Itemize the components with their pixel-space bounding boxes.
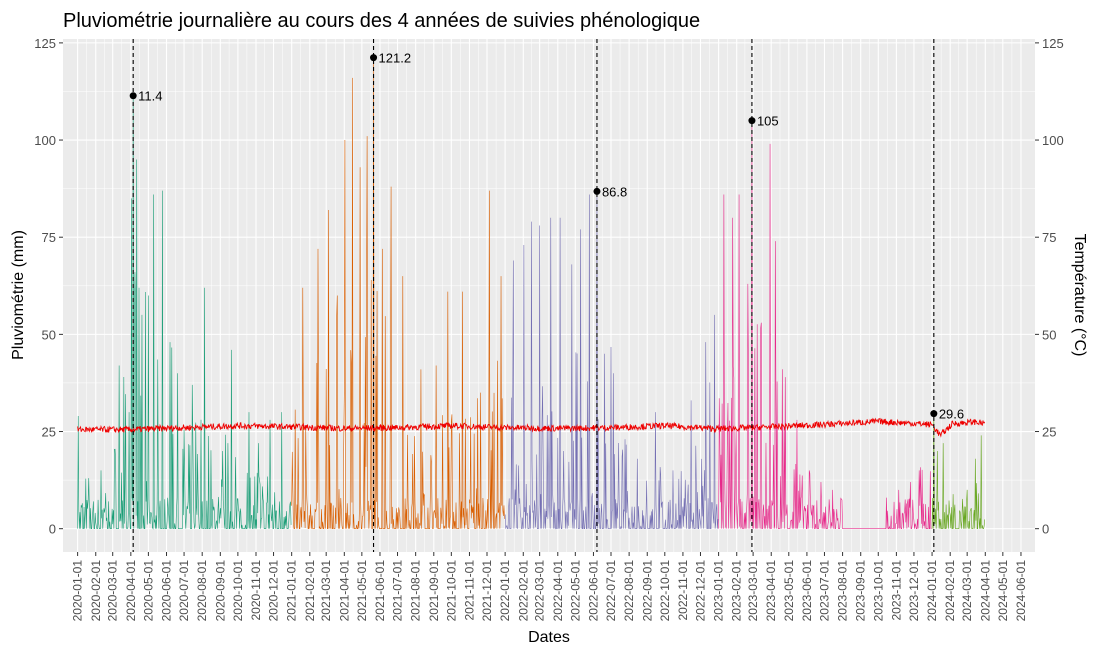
x-tick-label: 2022-09-01	[640, 560, 654, 622]
rainfall-line	[504, 191, 719, 530]
rainfall-line	[718, 120, 932, 530]
x-tick-label: 2020-12-01	[267, 560, 281, 622]
x-tick-label: 2020-02-01	[89, 560, 103, 622]
x-tick-label: 2020-10-01	[231, 560, 245, 622]
x-tick-label: 2023-11-01	[889, 560, 903, 621]
x-tick-label: 2022-04-01	[551, 560, 565, 622]
chart-title: Pluviométrie journalière au cours des 4 …	[63, 10, 700, 32]
x-tick-label: 2022-01-01	[498, 560, 512, 622]
rainfall-series	[77, 57, 985, 530]
x-tick-label: 2021-05-01	[355, 560, 369, 622]
y-tick-label: 125	[34, 36, 56, 51]
peak-point	[370, 54, 378, 62]
x-tick-label: 2021-07-01	[391, 560, 405, 622]
peak-label: 121.2	[379, 51, 412, 66]
x-tick-label: 2022-05-01	[568, 560, 582, 622]
peak-point	[748, 117, 756, 125]
x-tick-label: 2022-11-01	[676, 560, 690, 621]
y2-tick-label: 50	[1042, 327, 1056, 342]
x-tick-label: 2021-02-01	[303, 560, 317, 622]
x-tick-label: 2024-03-01	[960, 560, 974, 622]
x-tick-label: 2023-12-01	[907, 560, 921, 622]
temperature-line	[77, 417, 986, 438]
x-tick-label: 2023-05-01	[782, 560, 796, 622]
peak-point	[129, 92, 137, 100]
peak-label: 86.8	[602, 184, 627, 199]
x-tick-label: 2020-06-01	[160, 560, 174, 622]
y2-tick-label: 125	[1042, 36, 1064, 51]
y-tick-label: 75	[42, 230, 56, 245]
x-tick-label: 2022-08-01	[622, 560, 636, 622]
x-tick-label: 2020-08-01	[195, 560, 209, 622]
x-tick-label: 2022-06-01	[586, 560, 600, 622]
peak-point	[930, 410, 938, 418]
y-tick-label: 0	[49, 522, 56, 537]
x-tick-label: 2021-10-01	[444, 560, 458, 622]
rainfall-line	[77, 95, 292, 530]
x-tick-label: 2023-06-01	[800, 560, 814, 622]
y2-tick-label: 25	[1042, 425, 1056, 440]
y-tick-label: 100	[34, 133, 56, 148]
x-tick-label: 2024-01-01	[925, 560, 939, 622]
x-tick-label: 2020-04-01	[124, 560, 138, 622]
x-tick-label: 2023-03-01	[746, 560, 760, 622]
x-tick-label: 2020-07-01	[177, 560, 191, 622]
peak-label: 29.6	[939, 407, 964, 422]
temperature-series	[77, 417, 986, 438]
peak-label: 11.4	[138, 89, 162, 104]
x-tick-label: 2024-06-01	[1014, 560, 1028, 622]
y-axis-label: Pluviométrie (mm)	[10, 230, 27, 360]
peak-point	[593, 187, 601, 195]
x-tick-label: 2020-01-01	[71, 560, 85, 622]
x-tick-label: 2022-10-01	[658, 560, 672, 622]
x-tick-label: 2022-07-01	[604, 560, 618, 622]
x-tick-label: 2023-02-01	[730, 560, 744, 622]
x-tick-label: 2022-03-01	[533, 560, 547, 622]
y2-axis-label: Température (°C)	[1071, 234, 1088, 357]
x-tick-label: 2020-05-01	[141, 560, 155, 622]
x-tick-label: 2023-10-01	[871, 560, 885, 622]
x-tick-label: 2023-01-01	[712, 560, 726, 622]
y2-tick-label: 100	[1042, 133, 1064, 148]
x-tick-label: 2021-11-01	[462, 560, 476, 621]
peak-markers: 11.4 121.2 86.8 105 29.6	[129, 39, 964, 552]
axes: 0 25 50 75 100 125 0 25 50 75 100 125 2020-01-01 2020…	[34, 36, 1063, 622]
y2-tick-label: 0	[1042, 522, 1049, 537]
x-axis-label: Dates	[528, 629, 570, 646]
y-tick-label: 50	[42, 327, 56, 342]
x-tick-label: 2021-03-01	[319, 560, 333, 622]
x-tick-label: 2021-06-01	[373, 560, 387, 622]
grid-lines	[63, 39, 1035, 552]
x-tick-label: 2024-02-01	[943, 560, 957, 622]
x-tick-label: 2024-05-01	[996, 560, 1010, 622]
x-tick-label: 2020-09-01	[213, 560, 227, 622]
x-tick-label: 2023-07-01	[817, 560, 831, 622]
rainfall-line	[931, 413, 985, 529]
x-tick-label: 2023-04-01	[764, 560, 778, 622]
x-tick-label: 2023-09-01	[854, 560, 868, 622]
plot-panel	[63, 39, 1035, 552]
peak-label: 105	[757, 114, 779, 129]
x-tick-label: 2023-08-01	[836, 560, 850, 622]
y-tick-label: 25	[42, 425, 56, 440]
y2-tick-label: 75	[1042, 230, 1056, 245]
x-tick-label: 2020-11-01	[249, 560, 263, 621]
x-tick-label: 2021-12-01	[480, 560, 494, 622]
rainfall-line	[291, 57, 505, 530]
x-tick-label: 2021-08-01	[409, 560, 423, 622]
x-tick-label: 2022-12-01	[693, 560, 707, 622]
x-tick-label: 2021-01-01	[285, 560, 299, 622]
x-tick-label: 2022-02-01	[516, 560, 530, 622]
x-tick-label: 2020-03-01	[106, 560, 120, 622]
x-tick-label: 2021-09-01	[427, 560, 441, 622]
x-tick-label: 2021-04-01	[337, 560, 351, 622]
x-tick-label: 2024-04-01	[978, 560, 992, 622]
